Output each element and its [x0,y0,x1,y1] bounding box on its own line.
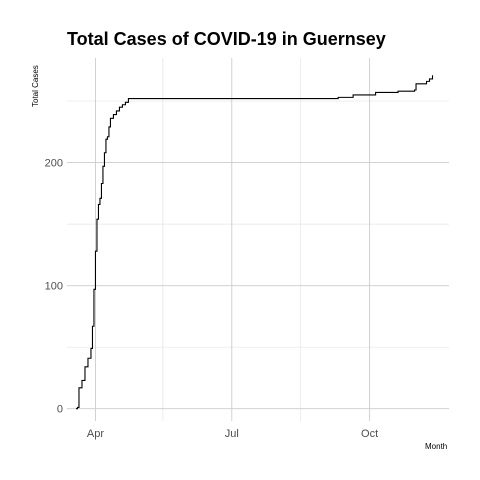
y-axis-label: Total Cases [31,65,40,107]
x-tick-label: Jul [225,428,239,440]
y-axis-ticks: 0 100 200 [45,158,63,416]
y-tick-label: 200 [45,158,63,170]
y-tick-label: 100 [45,281,63,293]
x-axis-label: Month [425,442,447,451]
x-tick-label: Apr [87,428,104,440]
series-line [75,75,434,410]
chart-title: Total Cases of COVID-19 in Guernsey [67,29,386,49]
y-tick-label: 0 [57,404,63,416]
plot-grid [67,58,449,421]
x-tick-label: Oct [361,428,378,440]
series-group [75,75,434,410]
x-axis-ticks: Apr Jul Oct [87,428,378,440]
